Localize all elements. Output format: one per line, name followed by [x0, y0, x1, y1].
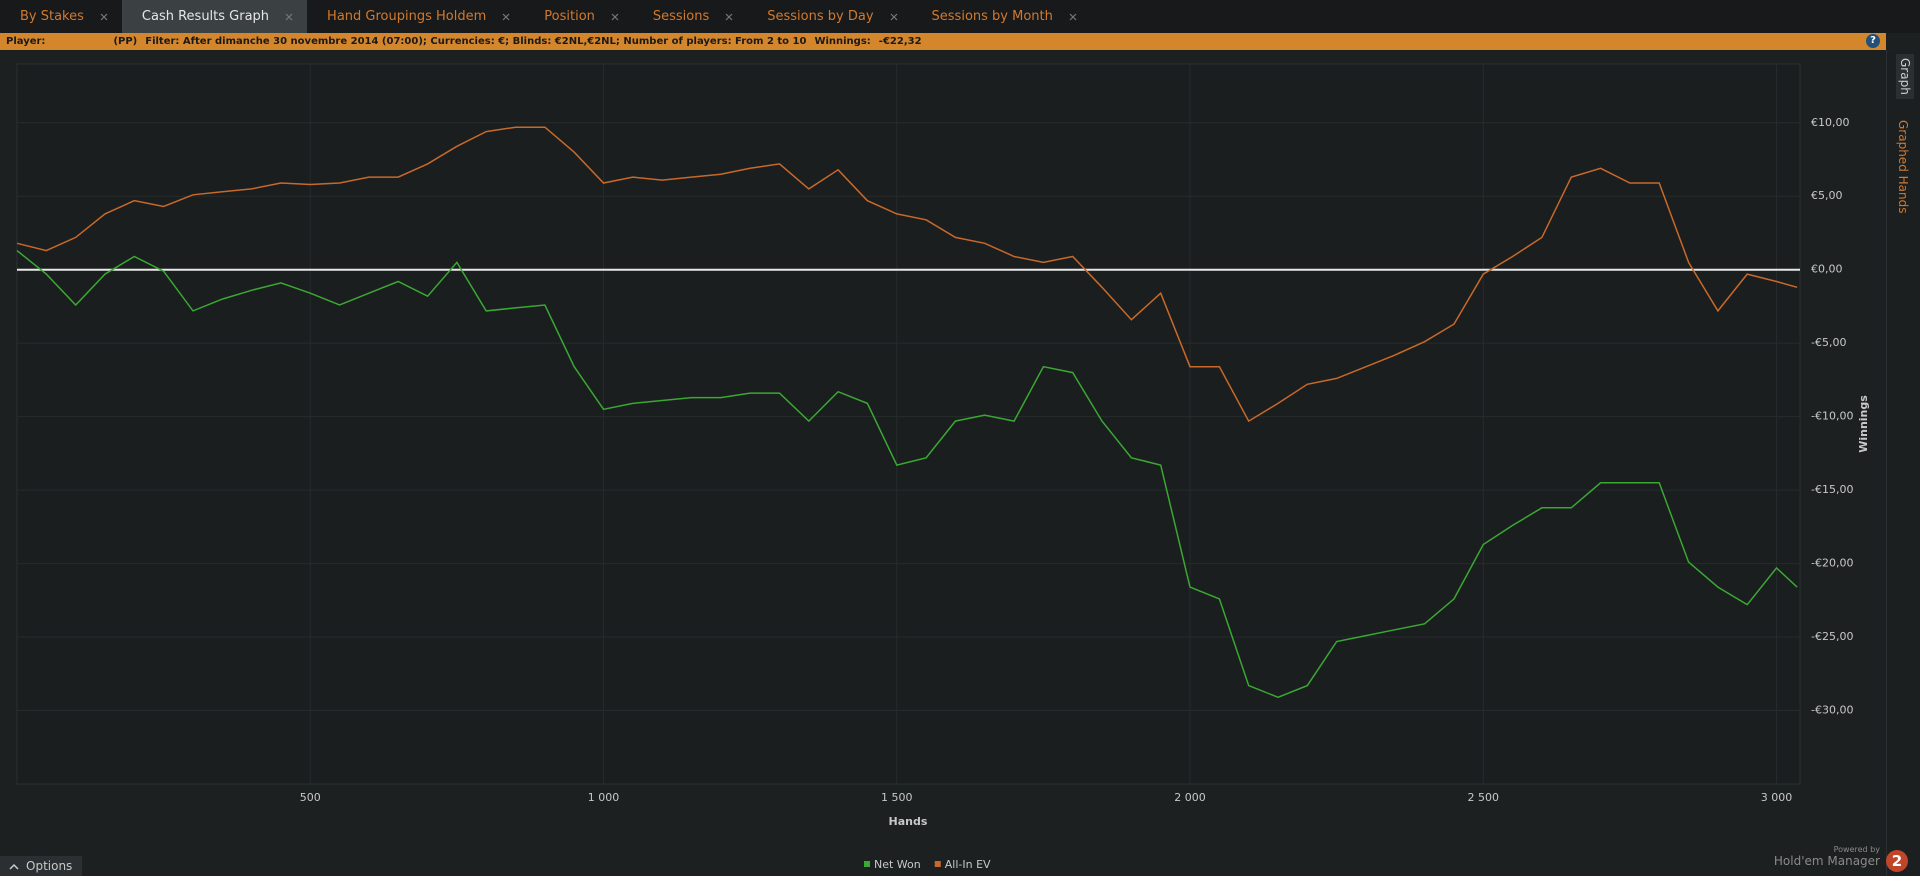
legend-swatch	[934, 861, 941, 867]
player-suffix: (PP)	[113, 36, 138, 47]
close-icon[interactable]	[1069, 13, 1077, 21]
winnings-label: Winnings:	[814, 36, 871, 47]
close-icon[interactable]	[502, 13, 510, 21]
close-icon[interactable]	[725, 13, 733, 21]
tab-label: Sessions	[652, 9, 710, 24]
legend-swatch	[864, 861, 870, 867]
y-axis-label: Winnings	[1857, 395, 1870, 453]
y-tick-label: -€20,00	[1811, 557, 1853, 570]
close-icon[interactable]	[611, 13, 619, 21]
y-tick-label: -€25,00	[1811, 630, 1853, 643]
filter-bar: Player: (PP) Filter: After dimanche 30 n…	[0, 33, 1886, 50]
player-label: Player:	[6, 36, 46, 47]
y-tick-label: €5,00	[1811, 189, 1843, 202]
branding: Powered by Hold'em Manager	[1774, 845, 1880, 868]
x-tick-label: 2 500	[1468, 791, 1500, 804]
tab[interactable]: Cash Results Graph	[121, 0, 308, 33]
tab-label: Hand Groupings Holdem	[327, 9, 487, 24]
y-tick-label: -€15,00	[1811, 483, 1853, 496]
options-button[interactable]: Options	[0, 856, 83, 876]
x-tick-label: 500	[300, 791, 321, 804]
legend-label: All-In EV	[945, 858, 991, 871]
y-tick-label: -€30,00	[1811, 704, 1853, 717]
tab[interactable]: Hand Groupings Holdem	[307, 0, 524, 33]
close-icon[interactable]	[100, 13, 108, 21]
tab-label: Sessions by Day	[767, 9, 874, 24]
side-tab[interactable]: Graphed Hands	[1896, 120, 1910, 214]
tab[interactable]: Sessions by Month	[912, 0, 1091, 33]
close-icon[interactable]	[890, 13, 898, 21]
x-tick-label: 3 000	[1761, 791, 1793, 804]
series-line	[16, 250, 1798, 699]
close-icon[interactable]	[285, 13, 293, 21]
tab-label: Cash Results Graph	[141, 9, 270, 24]
x-tick-label: 1 000	[588, 791, 620, 804]
y-tick-label: €10,00	[1811, 116, 1850, 129]
help-button[interactable]: ?	[1866, 34, 1880, 48]
legend-label: Net Won	[874, 858, 921, 871]
side-tab[interactable]: Graph	[1896, 54, 1914, 99]
brand-logo: 2	[1886, 850, 1908, 872]
y-tick-label: €0,00	[1811, 263, 1843, 276]
series-line	[16, 126, 1798, 423]
tab-label: Sessions by Month	[931, 9, 1053, 24]
tab[interactable]: Sessions	[633, 0, 747, 33]
side-panel: Graph Graphed Hands	[1886, 50, 1920, 876]
tab-label: Position	[544, 9, 595, 24]
tab-label: By Stakes	[20, 9, 84, 24]
tab[interactable]: Position	[524, 0, 633, 33]
y-tick-label: -€10,00	[1811, 410, 1853, 423]
filter-text: Filter: After dimanche 30 novembre 2014 …	[145, 36, 807, 47]
x-tick-label: 1 500	[881, 791, 913, 804]
winnings-value: -€22,32	[878, 36, 922, 47]
powered-by: Powered by	[1833, 845, 1880, 854]
y-tick-label: -€5,00	[1811, 336, 1846, 349]
tab-bar: By Stakes Cash Results Graph Hand Grouping…	[0, 0, 1920, 33]
options-label: Options	[26, 859, 73, 873]
x-axis-label: Hands	[889, 815, 928, 828]
plot-area	[16, 63, 1801, 785]
tab[interactable]: By Stakes	[0, 0, 122, 33]
caret-icon	[9, 863, 19, 870]
x-tick-label: 2 000	[1174, 791, 1206, 804]
tab[interactable]: Sessions by Day	[747, 0, 911, 33]
brand-name: Hold'em Manager	[1773, 854, 1880, 868]
